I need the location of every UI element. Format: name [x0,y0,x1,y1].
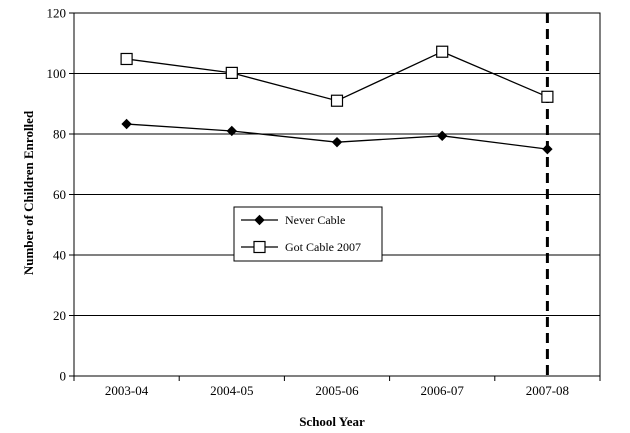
data-point-never-cable [542,143,553,155]
y-tick-label: 100 [47,66,67,81]
series-got-cable-2007 [120,45,554,107]
data-point-got-cable-2007 [120,52,133,66]
x-tick-label: 2005-06 [315,383,359,398]
legend-label-got-cable-2007: Got Cable 2007 [285,240,361,254]
legend-marker-never-cable [254,214,265,226]
y-tick-label: 60 [53,187,66,202]
legend-label-never-cable: Never Cable [285,213,345,227]
series-never-cable [121,118,553,155]
y-tick-label: 80 [53,127,66,142]
x-tick-labels: 2003-04 2004-05 2005-06 2006-07 2007-08 [105,383,569,398]
data-point-got-cable-2007 [330,94,344,107]
x-tick-label: 2004-05 [210,383,253,398]
y-tick-label: 0 [60,369,67,384]
data-point-got-cable-2007 [541,90,554,103]
data-point-got-cable-2007 [225,66,238,79]
y-tick-label: 40 [53,248,66,263]
axes [69,12,601,381]
y-tick-label: 120 [47,6,67,21]
data-point-never-cable [331,136,343,148]
data-point-never-cable [121,118,132,130]
series-line-got-cable-2007 [126,51,548,102]
y-axis-title: Number of Children Enrolled [21,110,36,275]
gridlines [74,73,600,316]
y-tick-label: 20 [53,308,66,323]
data-point-never-cable [436,130,448,142]
series-group [120,45,554,155]
legend: Never Cable Got Cable 2007 [233,206,383,262]
x-axis-title: School Year [299,414,365,429]
x-tick-label: 2006-07 [421,383,465,398]
data-point-never-cable [226,125,238,137]
data-point-got-cable-2007 [436,45,449,58]
y-tick-labels: 0 20 40 60 80 100 120 [47,6,67,384]
legend-marker-got-cable-2007 [253,240,266,254]
x-tick-label: 2007-08 [526,383,569,398]
x-tick-label: 2003-04 [105,383,149,398]
